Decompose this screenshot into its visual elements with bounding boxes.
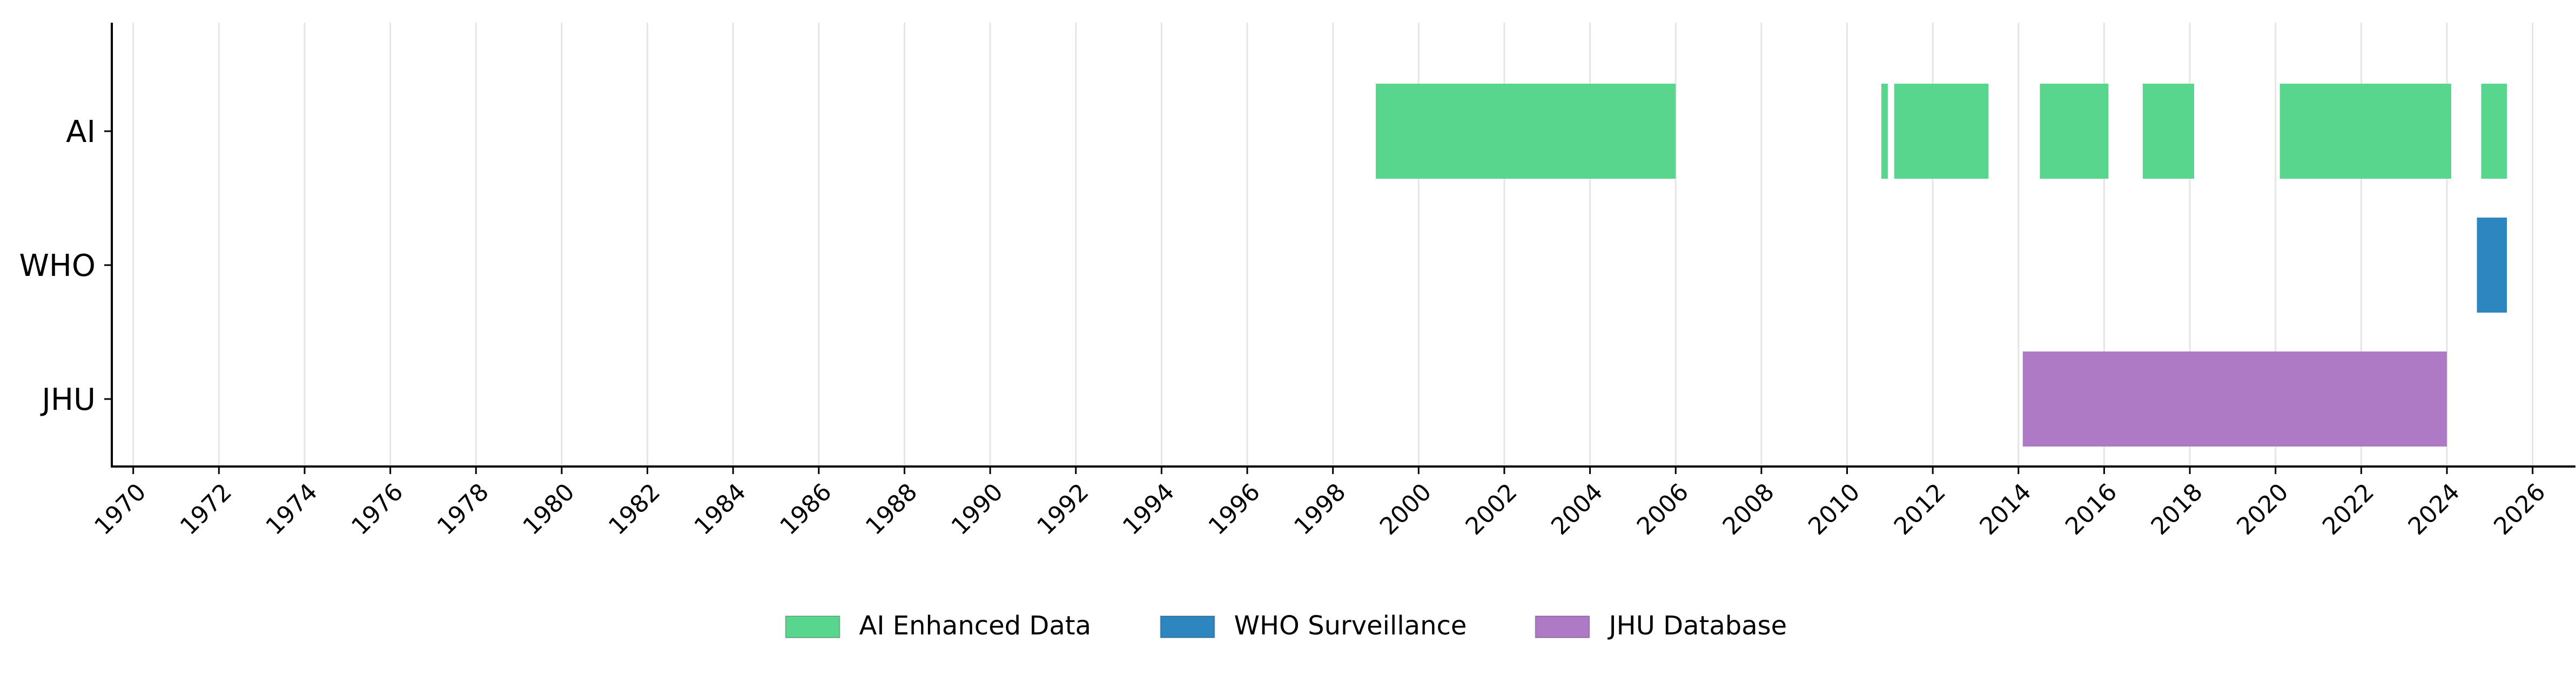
x-tick-label: 1988 [860,478,923,540]
timeline-bar [2477,218,2507,313]
x-tick-layer: 1970 1972 1974 1976 1978 1980 1982 1984 1986 1988… [89,467,2551,540]
x-tick-label: 2018 [2146,478,2208,540]
x-tick-label: 1990 [946,478,1008,540]
timeline-bar [1894,84,1989,179]
x-tick-label: 1986 [775,478,837,540]
timeline-bar [2142,84,2195,179]
x-tick-label: 1978 [432,478,494,540]
timeline-bar [1375,84,1676,179]
y-tick-layer: AI WHO JHU [19,114,112,417]
x-tick-label: 2022 [2317,478,2379,540]
x-tick-label: 1980 [517,478,580,540]
x-tick-label: 2008 [1717,478,1779,540]
x-tick-label: 1972 [175,478,237,540]
x-tick-label: 1976 [346,478,408,540]
x-tick-label: 1984 [689,478,751,540]
grid-layer [132,23,2534,467]
x-tick-label: 2014 [1974,478,2036,540]
y-tick-label: JHU [40,382,96,417]
x-tick-label: 2026 [2488,478,2551,540]
timeline-bar [1881,84,1888,179]
x-tick-label: 2010 [1803,478,1865,540]
timeline-bar [2022,351,2447,447]
x-tick-label: 1992 [1032,478,1094,540]
x-tick-label: 2002 [1460,478,1522,540]
legend-label: WHO Surveillance [1234,611,1467,641]
y-tick-label: AI [66,114,96,150]
timeline-bar [2279,84,2451,179]
legend-item: WHO Surveillance [1160,611,1467,641]
legend-item: AI Enhanced Data [785,611,1092,641]
legend-label: AI Enhanced Data [859,611,1092,641]
x-tick-label: 2006 [1632,478,1694,540]
x-tick-label: 1982 [603,478,665,540]
x-tick-label: 2024 [2403,478,2465,540]
legend-swatch [1160,616,1215,638]
x-tick-label: 2020 [2231,478,2293,540]
x-tick-label: 1994 [1118,478,1180,540]
x-tick-label: 1998 [1289,478,1351,540]
y-tick-label: WHO [19,248,96,283]
legend-swatch [1535,616,1590,638]
bar-layer [1375,84,2507,447]
x-tick-label: 1974 [260,478,322,540]
x-tick-label: 2000 [1375,478,1437,540]
timeline-bar [2481,84,2507,179]
timeline-bar [2040,84,2109,179]
x-tick-label: 2004 [1546,478,1608,540]
legend-label: JHU Database [1608,611,1787,641]
legend: AI Enhanced Data WHO Surveillance JHU Data… [785,611,1787,641]
x-tick-label: 2012 [1889,478,1951,540]
legend-swatch [785,616,840,638]
x-tick-label: 2016 [2060,478,2122,540]
x-tick-label: 1996 [1203,478,1266,540]
x-tick-label: 1970 [89,478,151,540]
axis-layer [111,23,2575,468]
legend-item: JHU Database [1535,611,1787,641]
